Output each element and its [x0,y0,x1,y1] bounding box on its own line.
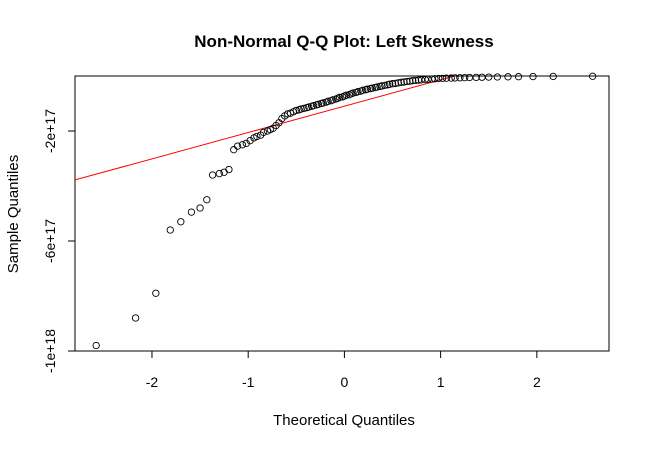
data-point [177,218,185,226]
y-tick-label: -1e+18 [42,329,58,373]
data-point [504,73,512,81]
data-point [196,204,204,212]
data-point [465,73,474,82]
data-point [588,72,597,80]
data-point [300,104,308,113]
data-point [230,146,238,154]
data-point [349,89,357,97]
x-axis-label: Theoretical Quantiles [273,412,415,429]
x-tick-label: 2 [533,374,541,390]
data-point [225,165,233,174]
data-point [493,73,502,81]
chart-title: Non-Normal Q-Q Plot: Left Skewness [194,32,493,51]
data-point [166,226,174,234]
x-tick-label: -2 [146,374,159,390]
data-point [131,314,140,322]
data-point [456,74,464,82]
data-point [92,341,100,350]
data-point [397,78,405,86]
y-axis: -2e+17 -6e+17 -1e+18 [42,109,76,373]
data-point [378,82,386,90]
data-point [381,81,389,90]
data-point [447,74,455,82]
data-point [354,88,362,96]
data-point [319,99,327,107]
x-tick-label: 0 [341,374,349,390]
y-axis-label: Sample Quantiles [5,155,22,273]
data-point [314,100,323,108]
data-point [208,171,217,179]
data-point [438,74,447,82]
data-point [233,142,242,150]
data-point [406,77,414,85]
data-point [411,76,420,85]
data-point [259,128,268,137]
data-point [215,169,223,178]
data-point [329,96,337,104]
data-point [363,85,372,93]
data-point [309,102,318,110]
data-point [388,80,397,88]
data-point [391,79,400,88]
data-point [514,73,523,81]
data-point [529,72,537,81]
plot-frame [74,75,610,352]
y-tick-label: -2e+17 [42,109,58,153]
data-point [461,74,469,82]
data-point [442,74,451,82]
data-point [359,86,367,94]
x-tick-label: 1 [437,374,445,390]
data-point [152,289,160,297]
data-point [485,73,493,81]
data-point [409,77,417,85]
x-tick-label: -1 [242,374,255,390]
data-point [400,78,408,86]
data-point [431,75,439,83]
data-point [324,97,332,105]
data-point [549,72,557,81]
data-point [305,103,313,111]
data-point [385,80,394,88]
data-point [472,73,480,82]
data-point [342,91,350,99]
data-point [403,77,411,86]
sample-points [92,72,597,350]
x-axis: -2 -1 0 1 2 [146,350,541,390]
data-point [368,84,376,92]
data-point [238,141,247,149]
data-point [435,74,443,83]
data-point [203,196,211,204]
data-point [373,83,381,91]
y-tick-label: -6e+17 [42,219,58,263]
data-point [394,79,402,87]
data-point [335,93,344,102]
data-point [187,208,196,216]
data-point [292,106,300,115]
data-point [253,132,261,141]
data-point [451,74,459,82]
